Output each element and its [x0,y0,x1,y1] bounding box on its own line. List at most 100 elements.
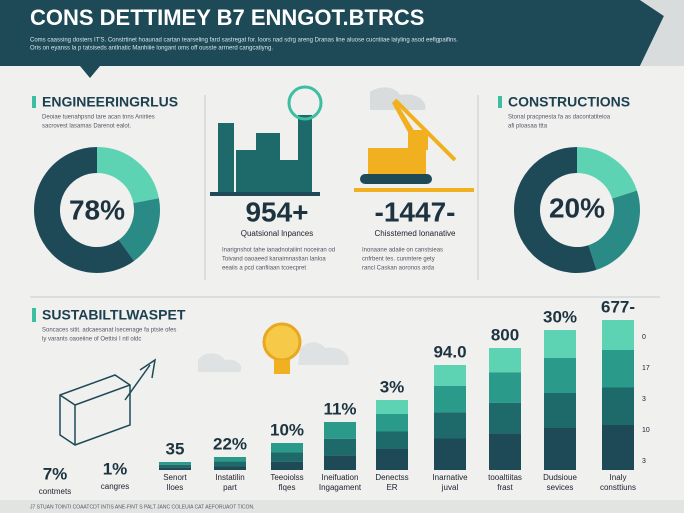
bar-label: Dudsioue [543,473,577,482]
description: Soncaces sitit. adcaesanat lsecenage fa … [42,328,176,334]
bar-segment [602,350,634,388]
bar-label: flqes [279,483,296,492]
scale-label: 10 [642,427,650,434]
bar-label: tooaltiitas [488,473,522,482]
stat-note: rancl Caskan aoronos arda [362,266,435,272]
bar-segment [434,386,466,413]
percent: 20% [549,192,605,223]
item-value: 7% [43,464,68,483]
bar-value: 677- [601,297,635,316]
bar-label: Inarnative [432,473,468,482]
bar-value: 94.0 [433,342,466,361]
description: afi ploasaa ttta [508,124,548,130]
bar-value: 3% [380,377,405,396]
donut [34,147,160,273]
marker [32,308,36,322]
bar-label: part [223,483,238,492]
bar-segment [214,457,246,462]
footer: J7 STUAN TOINTI COAATCDT INTIS ANE-FINT … [30,504,255,510]
stat-label: Chisstemed lonanative [375,229,456,238]
bar-value: 35 [166,439,185,458]
scale-label: 17 [642,365,650,372]
donut-segment [587,190,640,270]
bar-label: consttiuns [600,483,636,492]
donut-segment [118,198,160,261]
donut-segment [34,147,135,273]
bar-segment [489,372,521,403]
bar-segment [214,466,246,470]
bar-segment [271,452,303,462]
bar-segment [324,438,356,456]
bar-segment [544,330,576,358]
bar-label: Instatilin [215,473,244,482]
subtitle: Oris on eyanss la p tatsiseds antlnatic … [30,46,273,52]
bar-label: Ineifuation [322,473,359,482]
bar-segment [214,461,246,467]
bar-segment [324,455,356,470]
footer-bar [0,500,684,513]
description: Stonal pracpnesta fa as dacontatiteioa [508,115,611,121]
bar-value: 10% [270,420,304,439]
bar-segment [434,438,466,470]
bar-segment [434,412,466,439]
bar-label: lloes [167,483,183,492]
section-title: ENGINEERINGRLUS [42,94,178,110]
bar-segment [489,402,521,434]
bar-value: 11% [323,399,356,418]
bar-label: sevices [547,483,574,492]
description: sacrovest lasamas Darenot ealot. [42,124,131,130]
percent: 78% [69,194,125,225]
marker [32,96,36,108]
bar-segment [602,425,634,470]
bar-label: Senort [163,473,187,482]
bar-value: 22% [213,434,247,453]
stat-note: eeaiis a pcd canfiiaan tcoecpret [222,266,306,272]
stat-note: cnfrbent tes. cunmtere gety [362,257,435,263]
bar-segment [159,467,191,470]
bar-label: Denectss [375,473,408,482]
box-icon [59,358,157,446]
item-value: 1% [103,459,128,478]
description: Deoiae tuenahpsnd tare acan tnns Aniriie… [42,115,155,121]
bar-segment [159,462,191,465]
bar-segment [324,422,356,439]
bar-segment [489,433,521,470]
stat-value: -1447- [375,196,456,227]
header-arrow [640,0,684,66]
crane-icon [354,87,474,192]
stat-value: 954+ [245,196,308,227]
bar-segment [159,464,191,468]
stat-note: Toivand oaoaeed kanaimnastian lanloa [222,257,326,263]
item-label: cangres [101,482,129,491]
bar-value: 800 [491,325,519,344]
title: CONS DETTIMEY B7 ENNGOT.BTRCS [30,5,424,30]
bar-segment [602,387,634,425]
bar-segment [544,393,576,428]
header-banner [0,0,664,78]
stat-note: Inarignshot tahe ianadnotaiiint noceiran… [222,248,335,254]
description: ly varants oaoeiine of Oettisi I ntl old… [42,337,141,343]
bar-label: Teeoiolss [270,473,303,482]
bar-label: frast [497,483,513,492]
stat-note: Inonaane adaiie on canstsieas [362,248,443,254]
scale-label: 3 [642,458,646,465]
bar-segment [376,449,408,470]
bar-label: Ingagament [319,483,362,492]
bar-segment [271,461,303,470]
bar-label: juval [441,483,459,492]
section-title: SUSTABILTLWASPET [42,307,186,323]
section-title: CONSTRUCTIONS [508,94,630,110]
bar-segment [544,358,576,393]
donut-segment [514,147,597,273]
bar-segment [271,443,303,453]
bar-segment [544,428,576,470]
bar-label: Inaly [610,473,627,482]
bar-segment [434,365,466,386]
stat-label: Quatsional lnpances [241,229,314,238]
scale-label: 0 [642,334,646,341]
bar-value: 30% [543,307,577,326]
subtitle: Coms caassing dosters IT'S. Constrtinet … [30,38,458,44]
bar-segment [489,348,521,373]
